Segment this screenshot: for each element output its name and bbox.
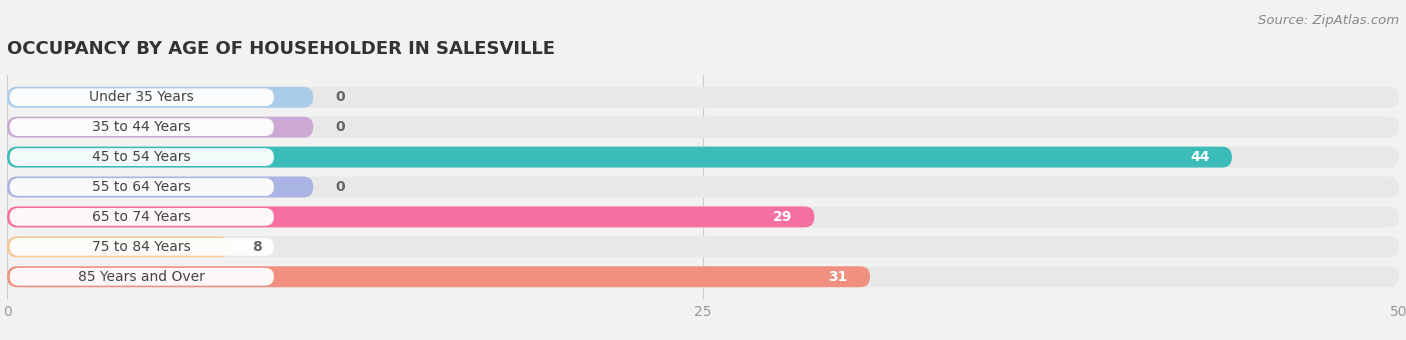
Text: 35 to 44 Years: 35 to 44 Years [93, 120, 191, 134]
FancyBboxPatch shape [10, 178, 274, 196]
Text: 29: 29 [773, 210, 792, 224]
Text: Under 35 Years: Under 35 Years [90, 90, 194, 104]
FancyBboxPatch shape [7, 266, 870, 287]
Text: 65 to 74 Years: 65 to 74 Years [93, 210, 191, 224]
Text: 75 to 84 Years: 75 to 84 Years [93, 240, 191, 254]
FancyBboxPatch shape [7, 147, 1232, 168]
FancyBboxPatch shape [7, 117, 1399, 138]
Text: Source: ZipAtlas.com: Source: ZipAtlas.com [1258, 14, 1399, 27]
Text: 31: 31 [828, 270, 848, 284]
Text: 0: 0 [336, 180, 344, 194]
FancyBboxPatch shape [7, 206, 814, 227]
FancyBboxPatch shape [7, 87, 1399, 108]
Text: 85 Years and Over: 85 Years and Over [79, 270, 205, 284]
Text: 0: 0 [336, 120, 344, 134]
FancyBboxPatch shape [10, 118, 274, 136]
FancyBboxPatch shape [10, 88, 274, 106]
FancyBboxPatch shape [7, 117, 314, 138]
FancyBboxPatch shape [7, 147, 1399, 168]
Text: 8: 8 [252, 240, 262, 254]
FancyBboxPatch shape [7, 236, 229, 257]
FancyBboxPatch shape [10, 208, 274, 226]
Text: 45 to 54 Years: 45 to 54 Years [93, 150, 191, 164]
FancyBboxPatch shape [10, 238, 274, 256]
FancyBboxPatch shape [7, 176, 1399, 198]
FancyBboxPatch shape [7, 87, 314, 108]
FancyBboxPatch shape [10, 148, 274, 166]
Text: 55 to 64 Years: 55 to 64 Years [93, 180, 191, 194]
Text: 0: 0 [336, 90, 344, 104]
FancyBboxPatch shape [7, 176, 314, 198]
FancyBboxPatch shape [7, 206, 1399, 227]
FancyBboxPatch shape [7, 236, 1399, 257]
Text: OCCUPANCY BY AGE OF HOUSEHOLDER IN SALESVILLE: OCCUPANCY BY AGE OF HOUSEHOLDER IN SALES… [7, 40, 555, 58]
Text: 44: 44 [1189, 150, 1209, 164]
FancyBboxPatch shape [10, 268, 274, 286]
FancyBboxPatch shape [7, 266, 1399, 287]
